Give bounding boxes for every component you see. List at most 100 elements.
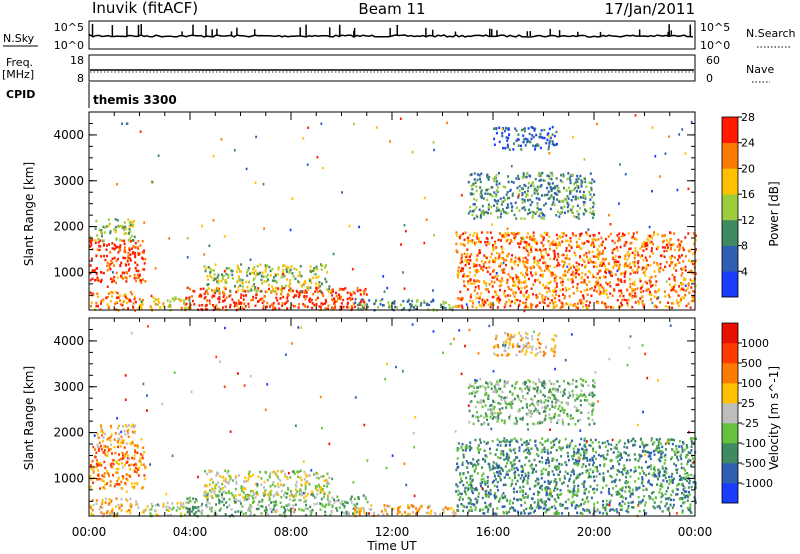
range-gate-cell <box>647 238 650 242</box>
range-gate-cell <box>444 506 447 509</box>
range-gate-cell <box>511 482 513 486</box>
range-gate-cell <box>110 426 113 429</box>
range-gate-cell <box>617 255 620 259</box>
range-gate-cell <box>350 294 353 297</box>
range-gate-cell <box>551 195 553 199</box>
range-gate-cell <box>558 493 561 497</box>
range-gate-cell <box>214 263 217 266</box>
range-gate-cell <box>221 306 224 309</box>
range-gate-cell <box>666 480 668 483</box>
range-gate-cell <box>506 227 509 230</box>
range-gate-cell <box>316 267 319 271</box>
range-gate-cell <box>262 307 265 310</box>
range-gate-cell <box>524 260 527 264</box>
range-gate-cell <box>467 282 470 285</box>
range-gate-cell <box>525 175 528 179</box>
range-gate-cell <box>289 279 291 282</box>
power-data <box>89 114 697 313</box>
range-gate-cell <box>568 257 571 261</box>
range-gate-cell <box>558 215 561 218</box>
range-gate-cell <box>130 240 132 243</box>
range-gate-cell <box>576 210 579 213</box>
range-gate-cell <box>464 487 467 490</box>
range-gate-cell <box>577 215 580 218</box>
range-gate-cell <box>127 474 130 477</box>
range-gate-cell <box>582 305 584 308</box>
range-gate-cell <box>445 301 447 304</box>
range-gate-cell <box>130 443 133 446</box>
range-gate-cell <box>105 248 108 251</box>
range-gate-cell <box>262 492 265 495</box>
range-gate-cell <box>473 282 476 285</box>
range-gate-cell <box>461 463 464 466</box>
range-gate-cell <box>122 456 125 460</box>
range-gate-cell <box>224 485 227 488</box>
range-gate-cell <box>634 466 637 469</box>
range-gate-cell <box>554 243 557 247</box>
range-gate-cell <box>251 473 254 477</box>
range-gate-cell <box>295 492 298 495</box>
range-gate-cell <box>363 292 365 296</box>
range-gate-cell <box>213 277 216 280</box>
range-gate-cell <box>657 288 660 292</box>
range-gate-cell <box>502 261 505 265</box>
range-gate-cell <box>525 285 528 288</box>
range-gate-cell <box>250 287 253 291</box>
range-gate-cell <box>685 444 688 447</box>
range-gate-cell <box>637 302 640 305</box>
range-gate-cell <box>298 493 301 496</box>
range-gate-cell <box>689 451 692 455</box>
range-gate-cell <box>620 487 623 491</box>
range-gate-cell <box>292 275 295 278</box>
range-gate-cell <box>540 241 543 244</box>
range-gate-cell <box>676 301 679 305</box>
range-gate-cell <box>467 487 470 490</box>
range-gate-cell <box>485 256 488 260</box>
range-gate-cell <box>599 269 602 272</box>
range-gate-cell <box>588 280 591 283</box>
range-gate-cell <box>634 301 637 304</box>
range-gate-cell <box>633 237 636 241</box>
range-gate-cell <box>208 244 211 247</box>
range-gate-cell <box>618 470 621 473</box>
range-gate-cell <box>249 514 252 517</box>
range-gate-cell <box>229 477 232 480</box>
range-gate-cell <box>471 213 474 217</box>
range-gate-cell <box>663 255 666 259</box>
range-gate-cell <box>598 253 601 256</box>
range-gate-cell <box>518 498 521 501</box>
range-gate-cell <box>600 454 603 458</box>
range-gate-cell <box>120 504 123 507</box>
range-gate-cell <box>615 484 618 488</box>
range-gate-cell <box>106 295 109 299</box>
range-gate-cell <box>215 513 218 516</box>
range-gate-cell <box>256 491 259 494</box>
range-gate-cell <box>645 241 648 245</box>
range-gate-cell <box>109 267 112 271</box>
range-gate-cell <box>668 475 671 479</box>
range-gate-cell <box>631 437 634 441</box>
range-gate-cell <box>502 439 505 443</box>
range-gate-cell <box>326 288 329 291</box>
range-gate-cell <box>277 493 280 497</box>
range-gate-cell <box>236 270 238 274</box>
range-gate-cell <box>129 253 132 256</box>
range-gate-cell <box>483 449 486 452</box>
range-gate-cell <box>511 501 514 505</box>
range-gate-cell <box>276 475 279 478</box>
range-gate-cell <box>218 295 221 299</box>
range-gate-cell <box>125 510 128 513</box>
range-gate-cell <box>290 490 293 493</box>
range-gate-cell <box>610 272 613 275</box>
range-gate-cell <box>560 281 562 284</box>
range-gate-cell <box>358 513 361 516</box>
range-gate-cell <box>549 280 552 284</box>
range-gate-cell <box>573 266 576 269</box>
range-gate-cell <box>690 511 693 514</box>
range-gate-cell <box>549 488 552 491</box>
range-gate-cell <box>573 251 576 254</box>
range-gate-cell <box>229 294 232 297</box>
range-gate-cell <box>546 174 549 177</box>
range-gate-cell <box>636 287 639 290</box>
range-gate-cell <box>204 267 207 270</box>
